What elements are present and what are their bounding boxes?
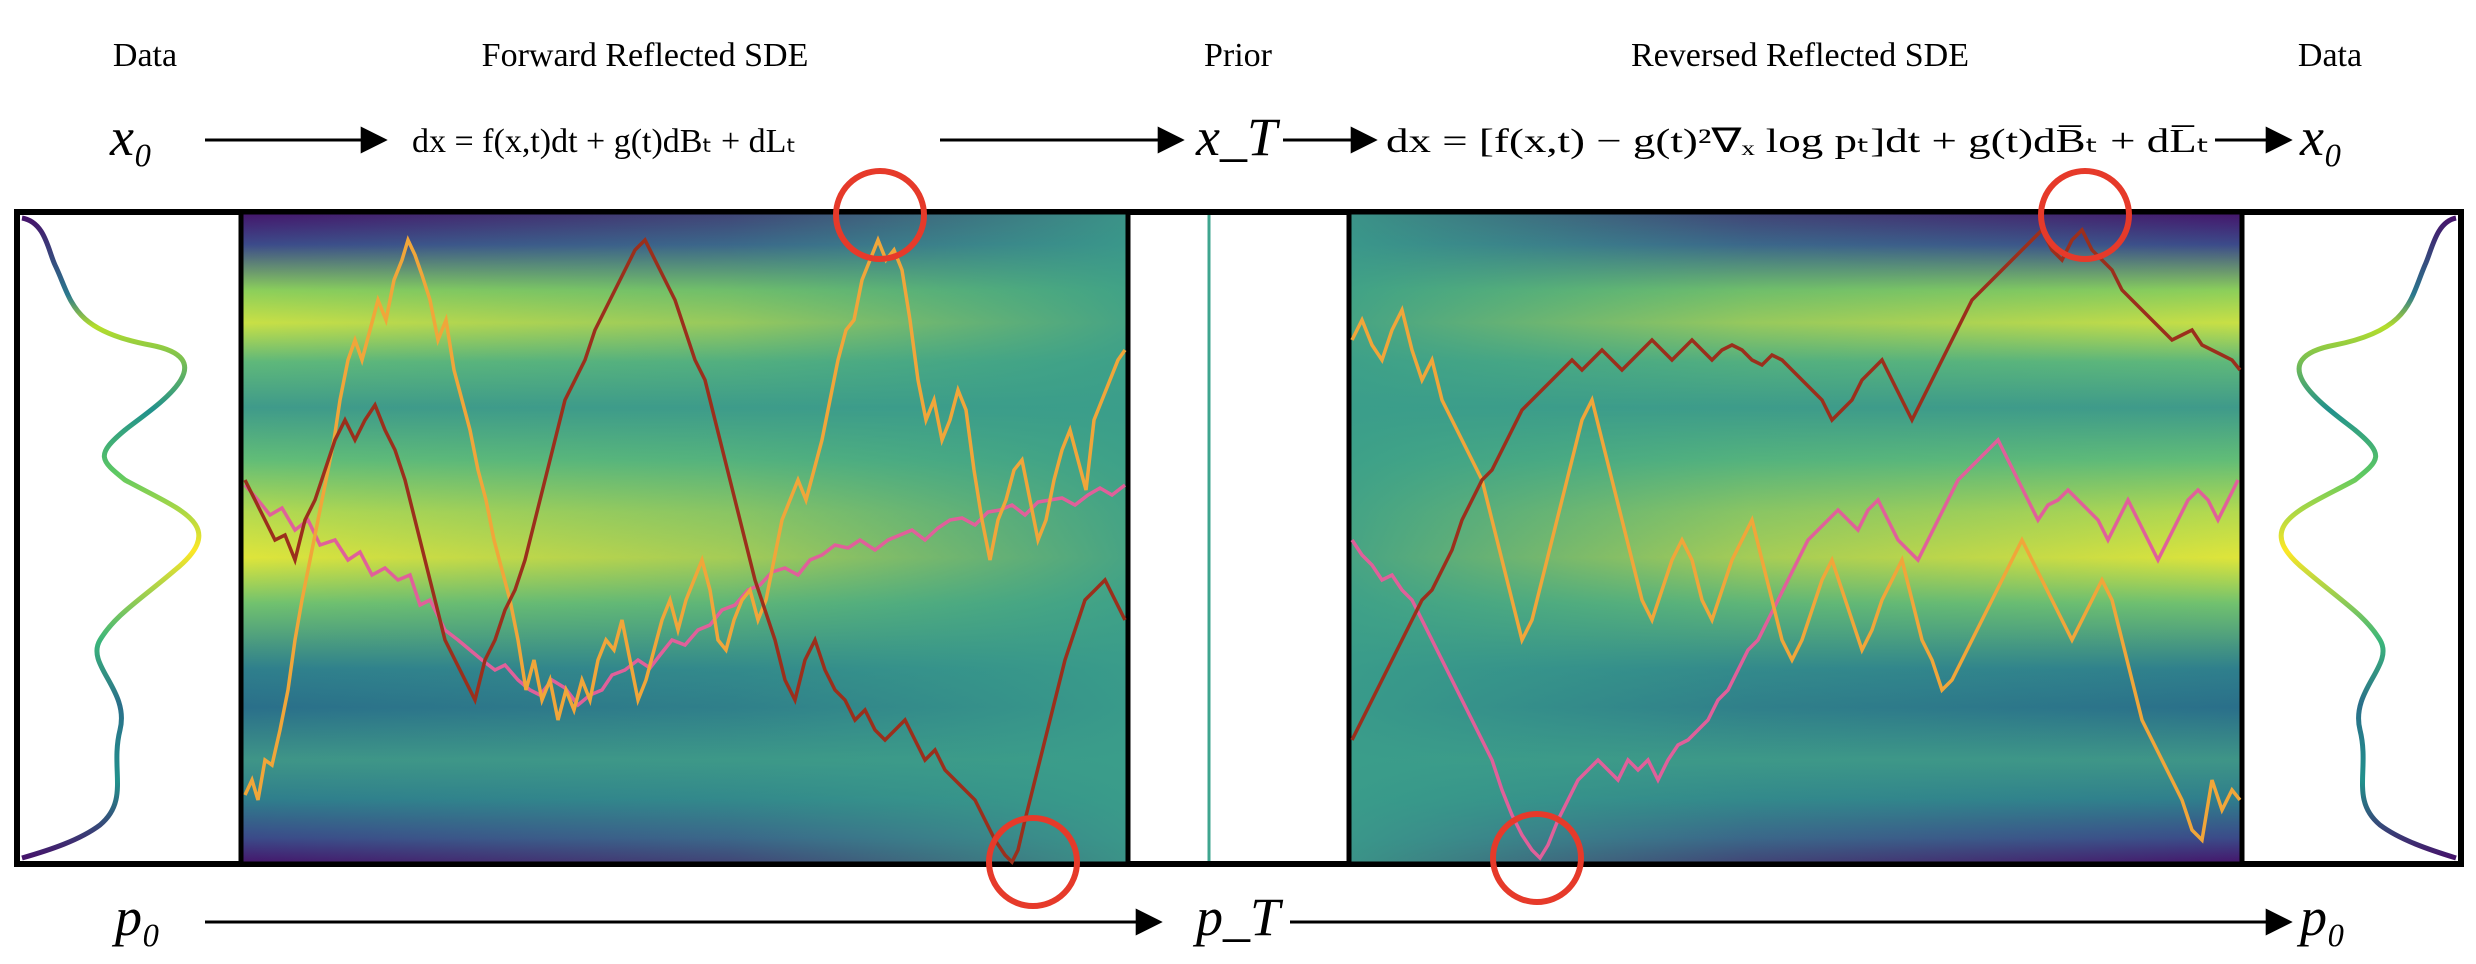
x0-left-label: x₀	[109, 107, 153, 167]
reverse-trajectory-darkred	[1350, 227, 2242, 741]
forward-trajectory-pink	[243, 483, 1127, 708]
header-data-left: Data	[113, 37, 177, 74]
reflection-circle-icon-1	[833, 168, 927, 262]
header-prior: Prior	[1204, 37, 1273, 74]
reverse-panel-border	[1346, 209, 2245, 867]
reverse-sde-equation: dx = [f(x,t) − g(t)²∇ₓ log pₜ]dt + g(t)d…	[1386, 123, 2210, 160]
reverse-trajectory-orange	[1350, 304, 2242, 844]
pT-label: p_T	[1192, 887, 1284, 947]
forward-trajectory-orange	[243, 235, 1127, 801]
xT-label: x_T	[1195, 107, 1281, 167]
p0-right-label: p₀	[2296, 887, 2346, 947]
header-reversed-sde: Reversed Reflected SDE	[1631, 37, 1969, 74]
data-density-curve-right	[2278, 215, 2457, 861]
reflection-circle-icon-3	[1490, 811, 1584, 905]
p0-left-label: p₀	[111, 887, 161, 947]
data-density-curve-left	[21, 215, 202, 861]
header-data-right: Data	[2298, 37, 2362, 74]
reflection-circle-icon-2	[986, 815, 1080, 909]
reverse-trajectory-pink	[1350, 437, 2240, 861]
forward-trajectory-darkred	[243, 237, 1127, 865]
reflection-circle-icon-4	[2038, 168, 2132, 262]
forward-heatmap-fade	[241, 212, 1128, 864]
forward-panel-border	[238, 209, 1131, 867]
x0-right-label: x₀	[2299, 107, 2343, 167]
forward-sde-equation: dx = f(x,t)dt + g(t)dBₜ + dLₜ	[412, 123, 796, 160]
header-forward-sde: Forward Reflected SDE	[482, 37, 809, 74]
